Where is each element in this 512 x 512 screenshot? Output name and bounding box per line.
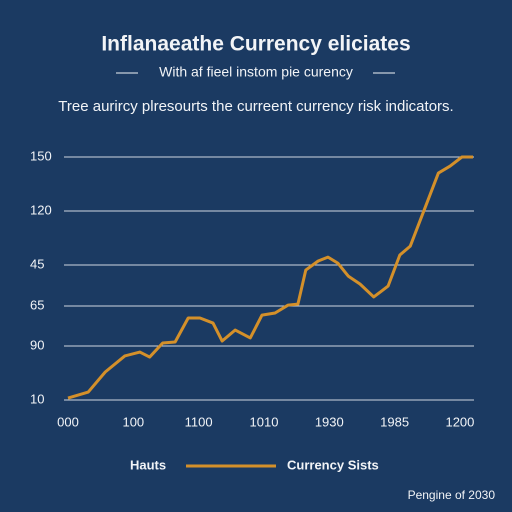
x-tick-label: 1930: [315, 414, 344, 429]
y-tick-label: 10: [30, 391, 44, 406]
chart-title: Inflanaeathe Currency eliciates: [101, 33, 410, 56]
x-tick-label: 000: [57, 414, 79, 429]
y-tick-label: 120: [30, 202, 52, 217]
y-tick-label: 65: [30, 297, 44, 312]
x-tick-label: 100: [122, 414, 144, 429]
legend-title: Hauts: [130, 457, 166, 472]
x-tick-label: 1010: [250, 414, 279, 429]
y-tick-label: 45: [30, 256, 44, 271]
chart-subtitle: With af fieel instom pie curency: [159, 64, 353, 80]
legend-label: Currency Sists: [287, 457, 379, 472]
x-tick-label: 1100: [185, 414, 213, 429]
data-line: [67, 155, 473, 400]
source: Pengine of 2030: [408, 488, 496, 502]
x-tick-label: 1200: [445, 414, 474, 429]
x-tick-label: 1985: [380, 414, 409, 429]
chart-description: Tree aurircy plresourts the curreent cur…: [58, 98, 453, 115]
y-tick-label: 90: [30, 337, 44, 352]
y-tick-label: 150: [30, 148, 52, 163]
